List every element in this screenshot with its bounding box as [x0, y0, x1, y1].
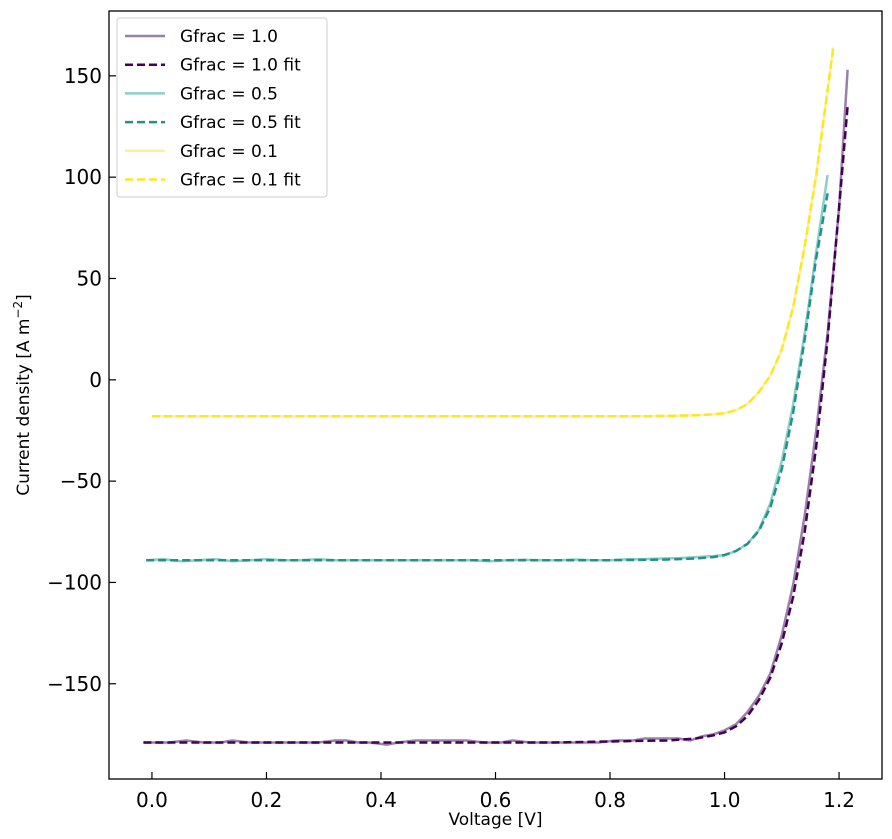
tick-layer: 0.0 0.2 0.4 0.6 0.8 1.0 1.2 −150 −100 −50 0 50 100 15…: [47, 64, 855, 812]
legend-label: Gfrac = 0.1 fit: [180, 171, 301, 191]
x-tick-label: 0.8: [594, 788, 626, 812]
y-axis-label-end: ]: [14, 294, 34, 301]
y-axis-label: Current density [A m−2]: [11, 294, 34, 496]
y-tick-label: −100: [47, 570, 102, 594]
legend: Gfrac = 1.0 Gfrac = 1.0 fit Gfrac = 0.5 Gfr…: [116, 17, 328, 198]
x-tick-label: 1.0: [709, 788, 741, 812]
x-tick-label: 0.0: [136, 788, 168, 812]
legend-label: Gfrac = 1.0 fit: [180, 56, 301, 76]
x-tick-label: 0.2: [251, 788, 283, 812]
legend-box: [116, 17, 328, 198]
legend-label: Gfrac = 1.0: [180, 27, 278, 47]
legend-label: Gfrac = 0.5: [180, 84, 278, 104]
series-line-6: [151, 47, 835, 418]
y-tick-label: −50: [60, 469, 102, 493]
y-tick-label: −150: [47, 672, 102, 696]
y-axis-label-superscript: −2: [11, 301, 25, 319]
x-tick-label: 0.4: [365, 788, 397, 812]
y-tick-label: 150: [64, 64, 102, 88]
series-line-2: [143, 106, 849, 744]
legend-label: Gfrac = 0.1: [180, 142, 278, 162]
x-tick-label: 1.2: [823, 788, 855, 812]
y-axis-label-main: Current density [A m: [14, 319, 34, 496]
x-tick-label: 0.6: [480, 788, 512, 812]
y-tick-label: 0: [89, 368, 102, 392]
series-layer: [143, 47, 849, 746]
y-tick-label: 50: [77, 266, 102, 290]
x-axis-label: Voltage [V]: [448, 810, 542, 830]
legend-label: Gfrac = 0.5 fit: [180, 113, 301, 133]
y-tick-label: 100: [64, 165, 102, 189]
plot-frame: [108, 10, 883, 780]
